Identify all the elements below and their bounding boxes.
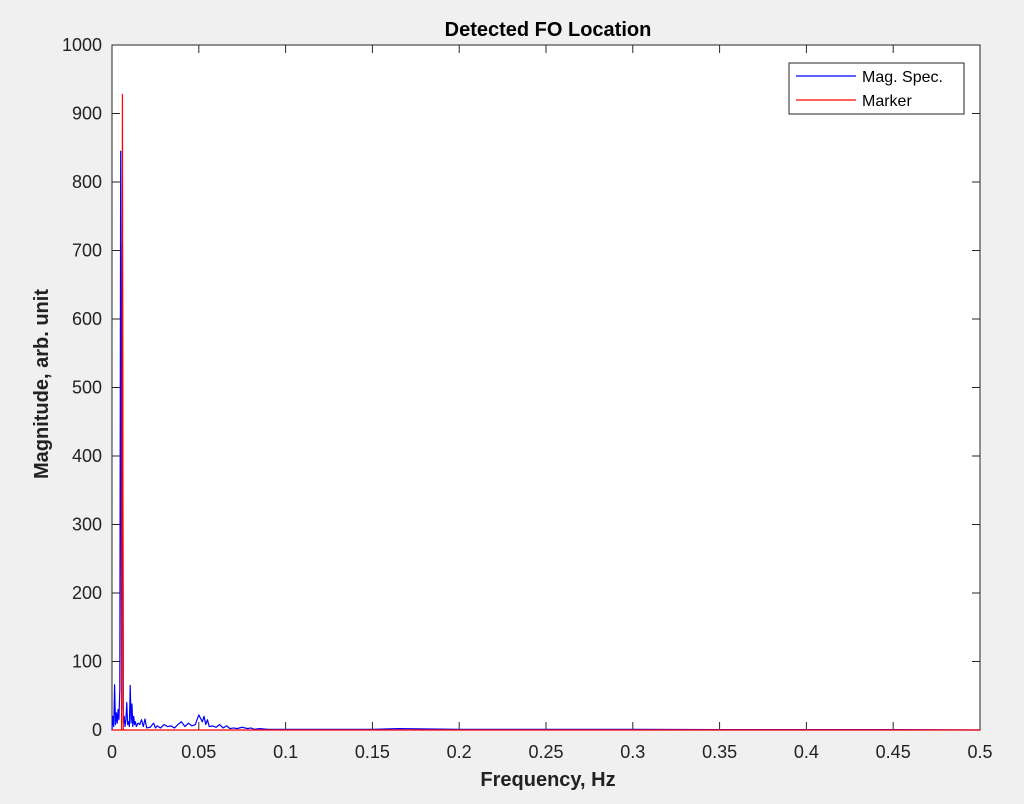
- x-tick-label: 0.25: [528, 742, 563, 762]
- x-tick-label: 0.4: [794, 742, 819, 762]
- x-axis-label: Frequency, Hz: [480, 769, 615, 791]
- x-tick-label: 0.1: [273, 742, 298, 762]
- chart-title: Detected FO Location: [445, 19, 652, 41]
- x-tick-label: 0.35: [702, 742, 737, 762]
- y-tick-label: 800: [72, 172, 102, 192]
- y-tick-label: 600: [72, 309, 102, 329]
- legend-label-marker: Marker: [862, 93, 912, 110]
- y-tick-label: 300: [72, 515, 102, 535]
- x-tick-label: 0.05: [181, 742, 216, 762]
- y-tick-label: 400: [72, 446, 102, 466]
- x-tick-label: 0: [107, 742, 117, 762]
- plot-area: [111, 44, 981, 731]
- x-tick-label: 0.3: [620, 742, 645, 762]
- y-tick-label: 0: [92, 720, 102, 740]
- x-tick-label: 0.15: [355, 742, 390, 762]
- series-layer: [111, 93, 981, 731]
- y-tick-label: 700: [72, 241, 102, 261]
- legend-box: [788, 62, 965, 115]
- y-tick-label: 900: [72, 104, 102, 124]
- x-tick-label: 0.5: [967, 742, 992, 762]
- legend-label-mag-spec: Mag. Spec.: [862, 69, 943, 86]
- y-tick-label: 500: [72, 378, 102, 398]
- series-line-marker: [112, 93, 980, 731]
- x-tick-label: 0.45: [876, 742, 911, 762]
- axis-ticks: 0 0.05 0.1 0.15 0.2 0.25 0.3 0.35 0.4 0.45 0.5 0 100…: [62, 35, 993, 762]
- legend: Mag. Spec. Marker: [788, 62, 965, 115]
- y-tick-label: 200: [72, 583, 102, 603]
- x-tick-label: 0.2: [447, 742, 472, 762]
- y-tick-label: 100: [72, 652, 102, 672]
- y-axis-label: Magnitude, arb. unit: [31, 289, 53, 479]
- y-tick-label: 1000: [62, 35, 102, 55]
